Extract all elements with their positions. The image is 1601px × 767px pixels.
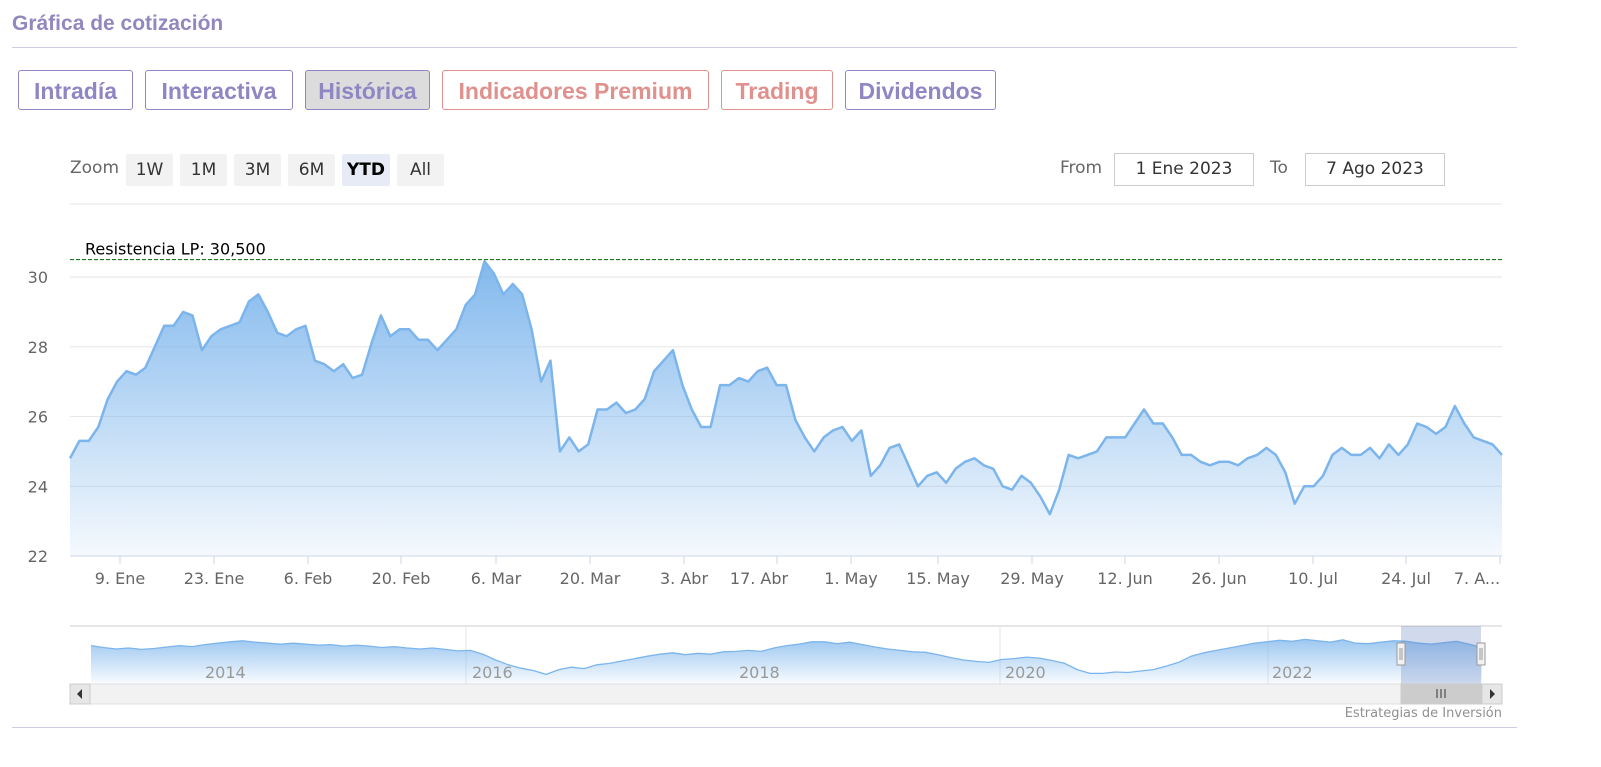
tab-trading[interactable]: Trading <box>721 70 833 110</box>
navigator-year-label: 2016 <box>472 663 513 682</box>
navigator[interactable]: 2014 2016 2018 2020 2022 <box>0 620 1601 710</box>
x-tick-label: 29. May <box>1000 569 1064 588</box>
y-tick-label: 28 <box>28 338 48 357</box>
y-tick-label: 22 <box>28 547 48 566</box>
zoom-ytd-button[interactable]: YTD <box>342 154 390 186</box>
x-tick-label: 20. Mar <box>560 569 621 588</box>
navigator-handle-right[interactable] <box>1476 642 1486 666</box>
tab-interactiva[interactable]: Interactiva <box>145 70 293 110</box>
price-line <box>68 260 1503 516</box>
x-tick-label: 26. Jun <box>1191 569 1247 588</box>
resistance-label: Resistencia LP: 30,500 <box>85 240 266 259</box>
price-chart[interactable]: 22 24 26 28 30 9. Ene 23. Ene 6. Feb 20. Feb 6. M… <box>0 195 1601 600</box>
to-label: To <box>1270 158 1288 178</box>
navigator-area <box>91 639 1482 684</box>
y-tick-label: 26 <box>28 408 48 427</box>
tab-indicadores-premium[interactable]: Indicadores Premium <box>442 70 709 110</box>
from-date-input[interactable]: 1 Ene 2023 <box>1114 153 1254 186</box>
chart-credit[interactable]: Estrategias de Inversión <box>1344 706 1502 721</box>
navigator-year-label: 2020 <box>1005 663 1046 682</box>
tab-historica[interactable]: Histórica <box>305 70 430 110</box>
y-tick-label: 24 <box>28 477 48 496</box>
zoom-6m-button[interactable]: 6M <box>288 154 335 186</box>
navigator-handle-left[interactable] <box>1396 642 1406 666</box>
x-tick-label: 9. Ene <box>95 569 145 588</box>
tab-intradia[interactable]: Intradía <box>18 70 133 110</box>
navigator-selection <box>1401 626 1481 684</box>
x-tick-label: 17. Abr <box>730 569 789 588</box>
x-tick-label: 6. Mar <box>471 569 522 588</box>
to-date-input[interactable]: 7 Ago 2023 <box>1305 153 1445 186</box>
chevron-right-icon <box>1490 689 1495 699</box>
zoom-label: Zoom <box>70 158 120 178</box>
x-tick-label: 12. Jun <box>1097 569 1153 588</box>
x-tick-label: 7. A... <box>1454 569 1500 588</box>
navigator-year-label: 2014 <box>205 663 246 682</box>
zoom-all-button[interactable]: All <box>397 154 444 186</box>
x-tick-label: 6. Feb <box>284 569 333 588</box>
zoom-1w-button[interactable]: 1W <box>126 154 173 186</box>
title-divider <box>12 47 1517 48</box>
x-tick-label: 15. May <box>906 569 970 588</box>
from-label: From <box>1060 158 1103 178</box>
scrollbar-track[interactable] <box>69 683 1503 705</box>
x-tick-label: 3. Abr <box>660 569 708 588</box>
navigator-year-label: 2022 <box>1272 663 1313 682</box>
x-tick-label: 1. May <box>824 569 877 588</box>
x-tick-label: 10. Jul <box>1288 569 1338 588</box>
bottom-divider <box>12 727 1517 728</box>
zoom-3m-button[interactable]: 3M <box>234 154 281 186</box>
x-tick-label: 20. Feb <box>372 569 431 588</box>
navigator-line <box>90 638 1483 676</box>
x-tick-label: 24. Jul <box>1381 569 1431 588</box>
tab-dividendos[interactable]: Dividendos <box>845 70 996 110</box>
price-area <box>70 261 1502 556</box>
x-tick-label: 23. Ene <box>184 569 245 588</box>
zoom-1m-button[interactable]: 1M <box>180 154 227 186</box>
navigator-year-label: 2018 <box>739 663 780 682</box>
y-tick-label: 30 <box>28 268 48 287</box>
chevron-left-icon <box>77 689 82 699</box>
page-title: Gráfica de cotización <box>12 12 224 35</box>
